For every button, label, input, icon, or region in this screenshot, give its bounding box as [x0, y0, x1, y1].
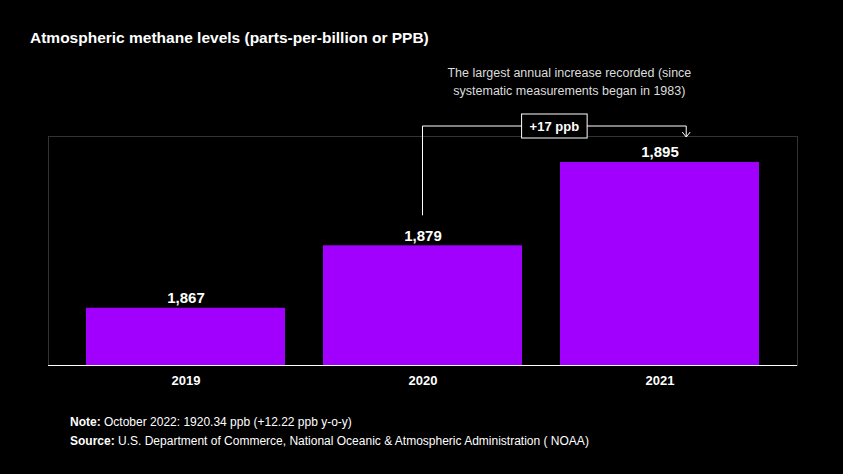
svg-text:2020: 2020 — [409, 373, 438, 388]
svg-text:1,895: 1,895 — [641, 143, 679, 160]
svg-text:2021: 2021 — [646, 373, 675, 388]
html-text:Source: U.S. Department of Com: Source: U.S. Department of Commerce, Nat… — [70, 434, 589, 448]
svg-text:2019: 2019 — [172, 373, 201, 388]
svg-text:The largest annual increase re: The largest annual increase recorded (si… — [447, 66, 691, 80]
html-text:Note: October 2022: 1920.34 pp: Note: October 2022: 1920.34 ppb (+12.22 … — [70, 415, 352, 429]
svg-text:1,879: 1,879 — [404, 227, 442, 244]
svg-text:+17 ppb: +17 ppb — [530, 119, 580, 134]
svg-text:1,867: 1,867 — [167, 289, 205, 306]
html-text:Atmospheric methane levels (pa: Atmospheric methane levels (parts-per-bi… — [30, 29, 429, 46]
svg-text:systematic measurements began: systematic measurements began in 1983) — [453, 84, 685, 98]
